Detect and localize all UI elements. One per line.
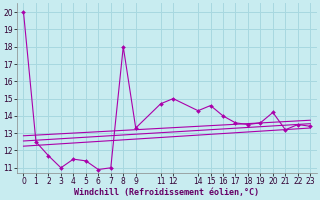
X-axis label: Windchill (Refroidissement éolien,°C): Windchill (Refroidissement éolien,°C) [74,188,260,197]
